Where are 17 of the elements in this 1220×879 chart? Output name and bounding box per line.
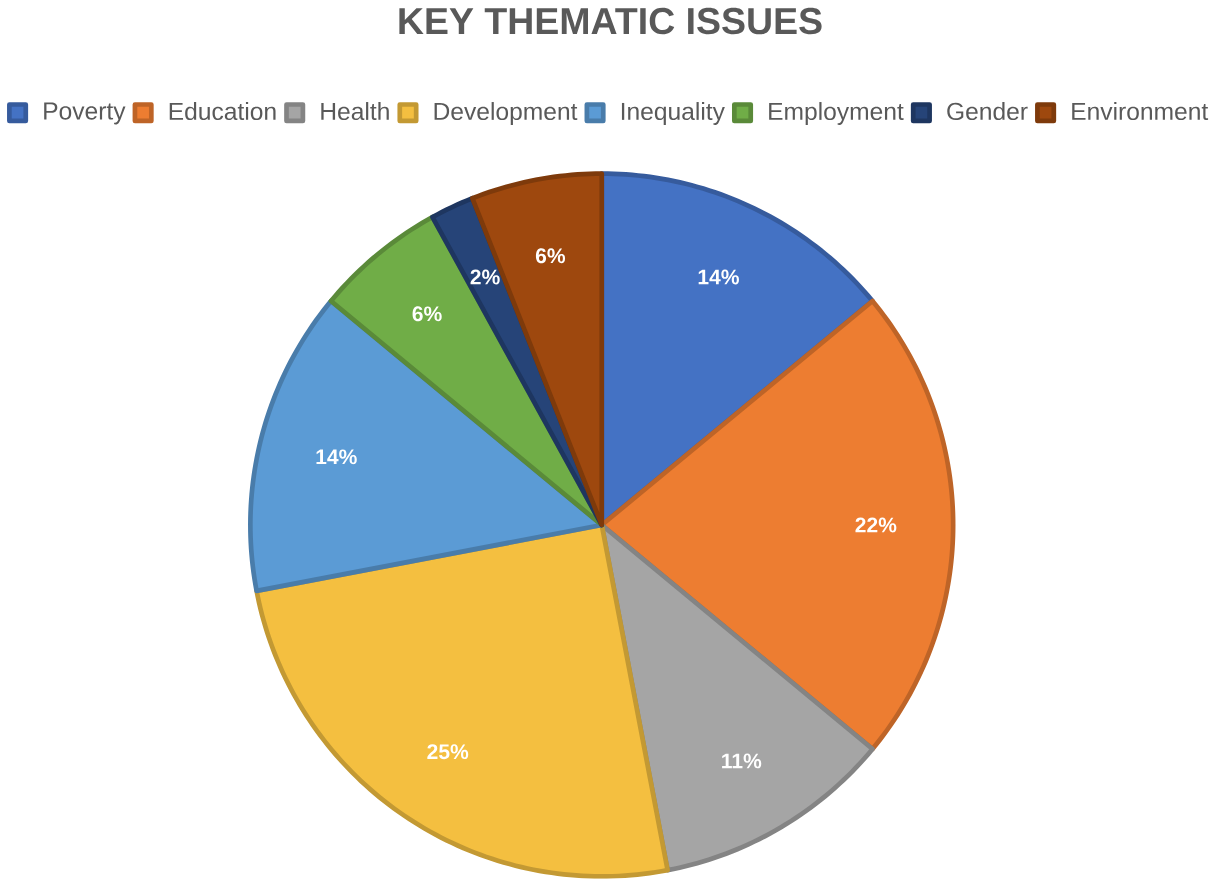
legend-label: Health: [321, 102, 389, 121]
legend-label: Development: [434, 102, 578, 126]
legend-label: Poverty: [44, 102, 126, 125]
data-label: 2%: [470, 269, 500, 285]
chart-title: KEY THEMATIC ISSUES: [399, 7, 822, 35]
legend-label: Education: [169, 102, 276, 121]
legend-label: Inequality: [621, 102, 725, 126]
data-label: 6%: [535, 248, 566, 264]
data-label: 25%: [427, 744, 469, 760]
data-label: 14%: [698, 269, 739, 285]
data-label: 6%: [412, 306, 442, 322]
data-label: 22%: [855, 517, 897, 533]
data-label: 11%: [722, 753, 762, 769]
legend-label: Gender: [947, 102, 1028, 121]
data-label: 14%: [316, 449, 357, 465]
legend-label: Employment: [769, 102, 904, 126]
legend-label: Environment: [1072, 102, 1209, 121]
